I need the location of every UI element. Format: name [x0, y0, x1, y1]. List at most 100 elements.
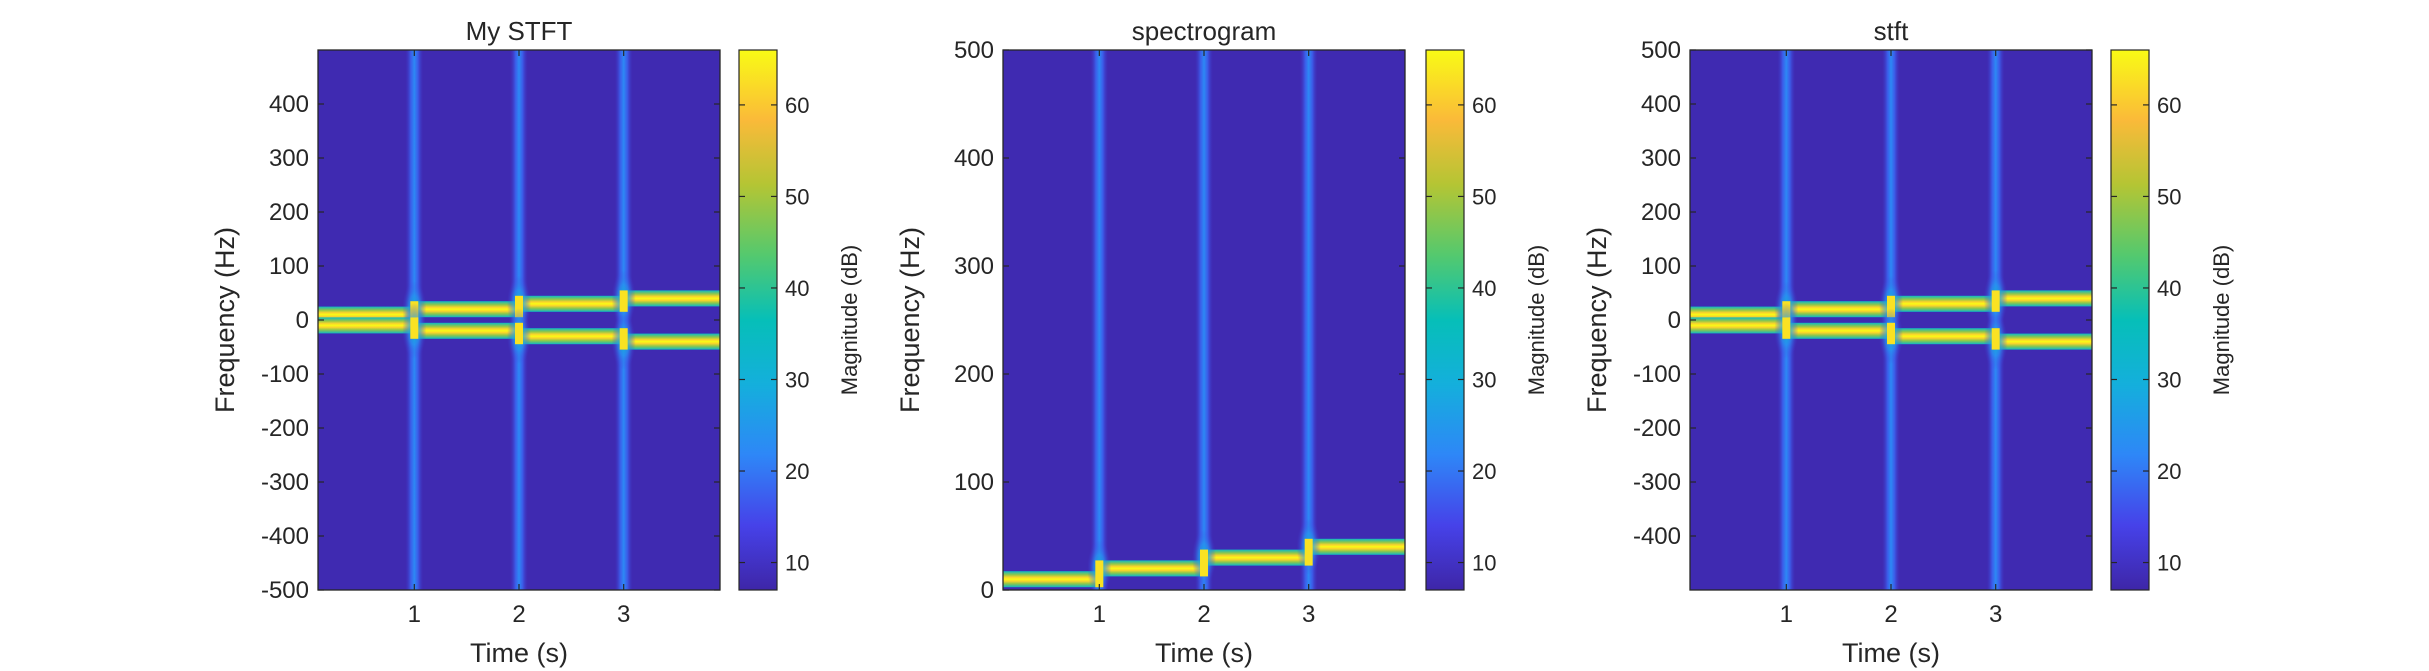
transient-streak	[1090, 50, 1109, 590]
transition-step	[1887, 322, 1895, 345]
y-tick-label: 300	[1641, 145, 1681, 172]
transition-step	[1991, 290, 2000, 312]
x-axis-label: Time (s)	[470, 638, 568, 668]
transition-step	[515, 322, 523, 345]
y-tick-label: -400	[1633, 523, 1681, 550]
frequency-band-segment	[517, 295, 626, 312]
heatmap-plot	[1003, 50, 1405, 590]
transition-step	[619, 328, 628, 350]
colorbar	[1426, 50, 1464, 590]
transition-step	[1304, 538, 1313, 566]
colorbar-tick-label: 10	[1472, 551, 1496, 576]
y-tick-label: -400	[261, 523, 309, 550]
y-tick-label: -100	[261, 361, 309, 388]
colorbar	[739, 50, 777, 590]
x-tick-label: 3	[1989, 601, 2002, 628]
frequency-band-segment	[1889, 295, 1998, 312]
frequency-band-segment	[1993, 333, 2092, 350]
y-tick-label: 500	[1641, 37, 1681, 64]
frequency-band-segment	[621, 290, 720, 307]
y-tick-label: 400	[954, 145, 994, 172]
y-tick-label: 100	[269, 253, 309, 280]
frequency-band-segment	[412, 322, 521, 339]
y-tick-label: 300	[269, 145, 309, 172]
y-tick-label: 200	[269, 199, 309, 226]
colorbar-frame	[738, 49, 778, 591]
colorbar-tick-label: 50	[785, 184, 809, 209]
y-tick-label: 100	[954, 469, 994, 496]
transition-step	[1200, 549, 1208, 577]
colorbar-tick-label: 30	[785, 367, 809, 392]
x-tick-label: 3	[617, 601, 630, 628]
transient-streak	[1195, 50, 1213, 590]
transient-streak	[1299, 50, 1318, 590]
x-axis-label: Time (s)	[1155, 638, 1253, 668]
x-tick-label: 1	[1093, 601, 1106, 628]
colorbar-tick-label: 30	[2157, 367, 2181, 392]
y-tick-label: 400	[1641, 91, 1681, 118]
colorbar-tick-label: 60	[1472, 93, 1496, 118]
colorbar-tick-label: 20	[2157, 459, 2181, 484]
colorbar-frame	[1425, 49, 1465, 591]
colorbar-tick-label: 60	[2157, 93, 2181, 118]
x-tick-label: 1	[408, 601, 421, 628]
colorbar-frame	[2110, 49, 2150, 591]
colorbar-label: Magnitude (dB)	[837, 245, 862, 395]
frequency-band-segment	[621, 333, 720, 350]
transition-step	[515, 295, 523, 318]
chart-panel: 1 2 3 -400 -300 -200 -100 0 100 200 300 400 500 stft T…	[1582, 16, 2234, 668]
colorbar-tick-label: 60	[785, 93, 809, 118]
y-tick-label: -500	[261, 577, 309, 604]
transition-step	[1095, 560, 1104, 588]
colorbar	[2111, 50, 2149, 590]
transition-step	[1887, 295, 1895, 318]
y-tick-label: 200	[1641, 199, 1681, 226]
frequency-band-segment	[318, 317, 417, 334]
transition-step	[410, 317, 419, 339]
frequency-band-segment	[412, 301, 521, 318]
heatmap-plot	[318, 50, 720, 590]
y-tick-label: 100	[1641, 253, 1681, 280]
y-tick-label: 300	[954, 253, 994, 280]
y-tick-label: 0	[296, 307, 309, 334]
colorbar-tick-label: 20	[1472, 459, 1496, 484]
y-tick-label: 0	[981, 577, 994, 604]
chart-title: My STFT	[466, 16, 573, 46]
transition-step	[619, 290, 628, 312]
frequency-band-segment	[1784, 322, 1893, 339]
heatmap-plot	[1690, 50, 2092, 590]
transition-step	[1991, 328, 2000, 350]
x-tick-label: 1	[1780, 601, 1793, 628]
frequency-band-segment	[517, 328, 626, 345]
colorbar-label: Magnitude (dB)	[2209, 245, 2234, 395]
y-tick-label: -300	[1633, 469, 1681, 496]
colorbar-tick-label: 40	[1472, 276, 1496, 301]
x-tick-label: 2	[1884, 601, 1897, 628]
y-tick-label: -100	[1633, 361, 1681, 388]
y-tick-label: -300	[261, 469, 309, 496]
y-tick-label: 200	[954, 361, 994, 388]
y-tick-label: 500	[954, 37, 994, 64]
frequency-band-segment	[1784, 301, 1893, 318]
y-tick-label: -200	[261, 415, 309, 442]
colorbar-tick-label: 10	[2157, 551, 2181, 576]
colorbar-tick-label: 10	[785, 551, 809, 576]
y-tick-label: 0	[1668, 307, 1681, 334]
transition-step	[1782, 317, 1791, 339]
y-axis-label: Frequency (Hz)	[1582, 227, 1612, 413]
frequency-band-segment	[1097, 560, 1206, 577]
x-tick-label: 3	[1302, 601, 1315, 628]
frequency-band-segment	[1690, 317, 1789, 334]
colorbar-tick-label: 50	[1472, 184, 1496, 209]
chart-title: spectrogram	[1132, 16, 1277, 46]
y-axis-label: Frequency (Hz)	[895, 227, 925, 413]
colorbar-tick-label: 30	[1472, 367, 1496, 392]
x-tick-label: 2	[512, 601, 525, 628]
colorbar-tick-label: 40	[2157, 276, 2181, 301]
colorbar-tick-label: 50	[2157, 184, 2181, 209]
frequency-band-segment	[1306, 538, 1405, 555]
frequency-band-segment	[1003, 571, 1102, 588]
